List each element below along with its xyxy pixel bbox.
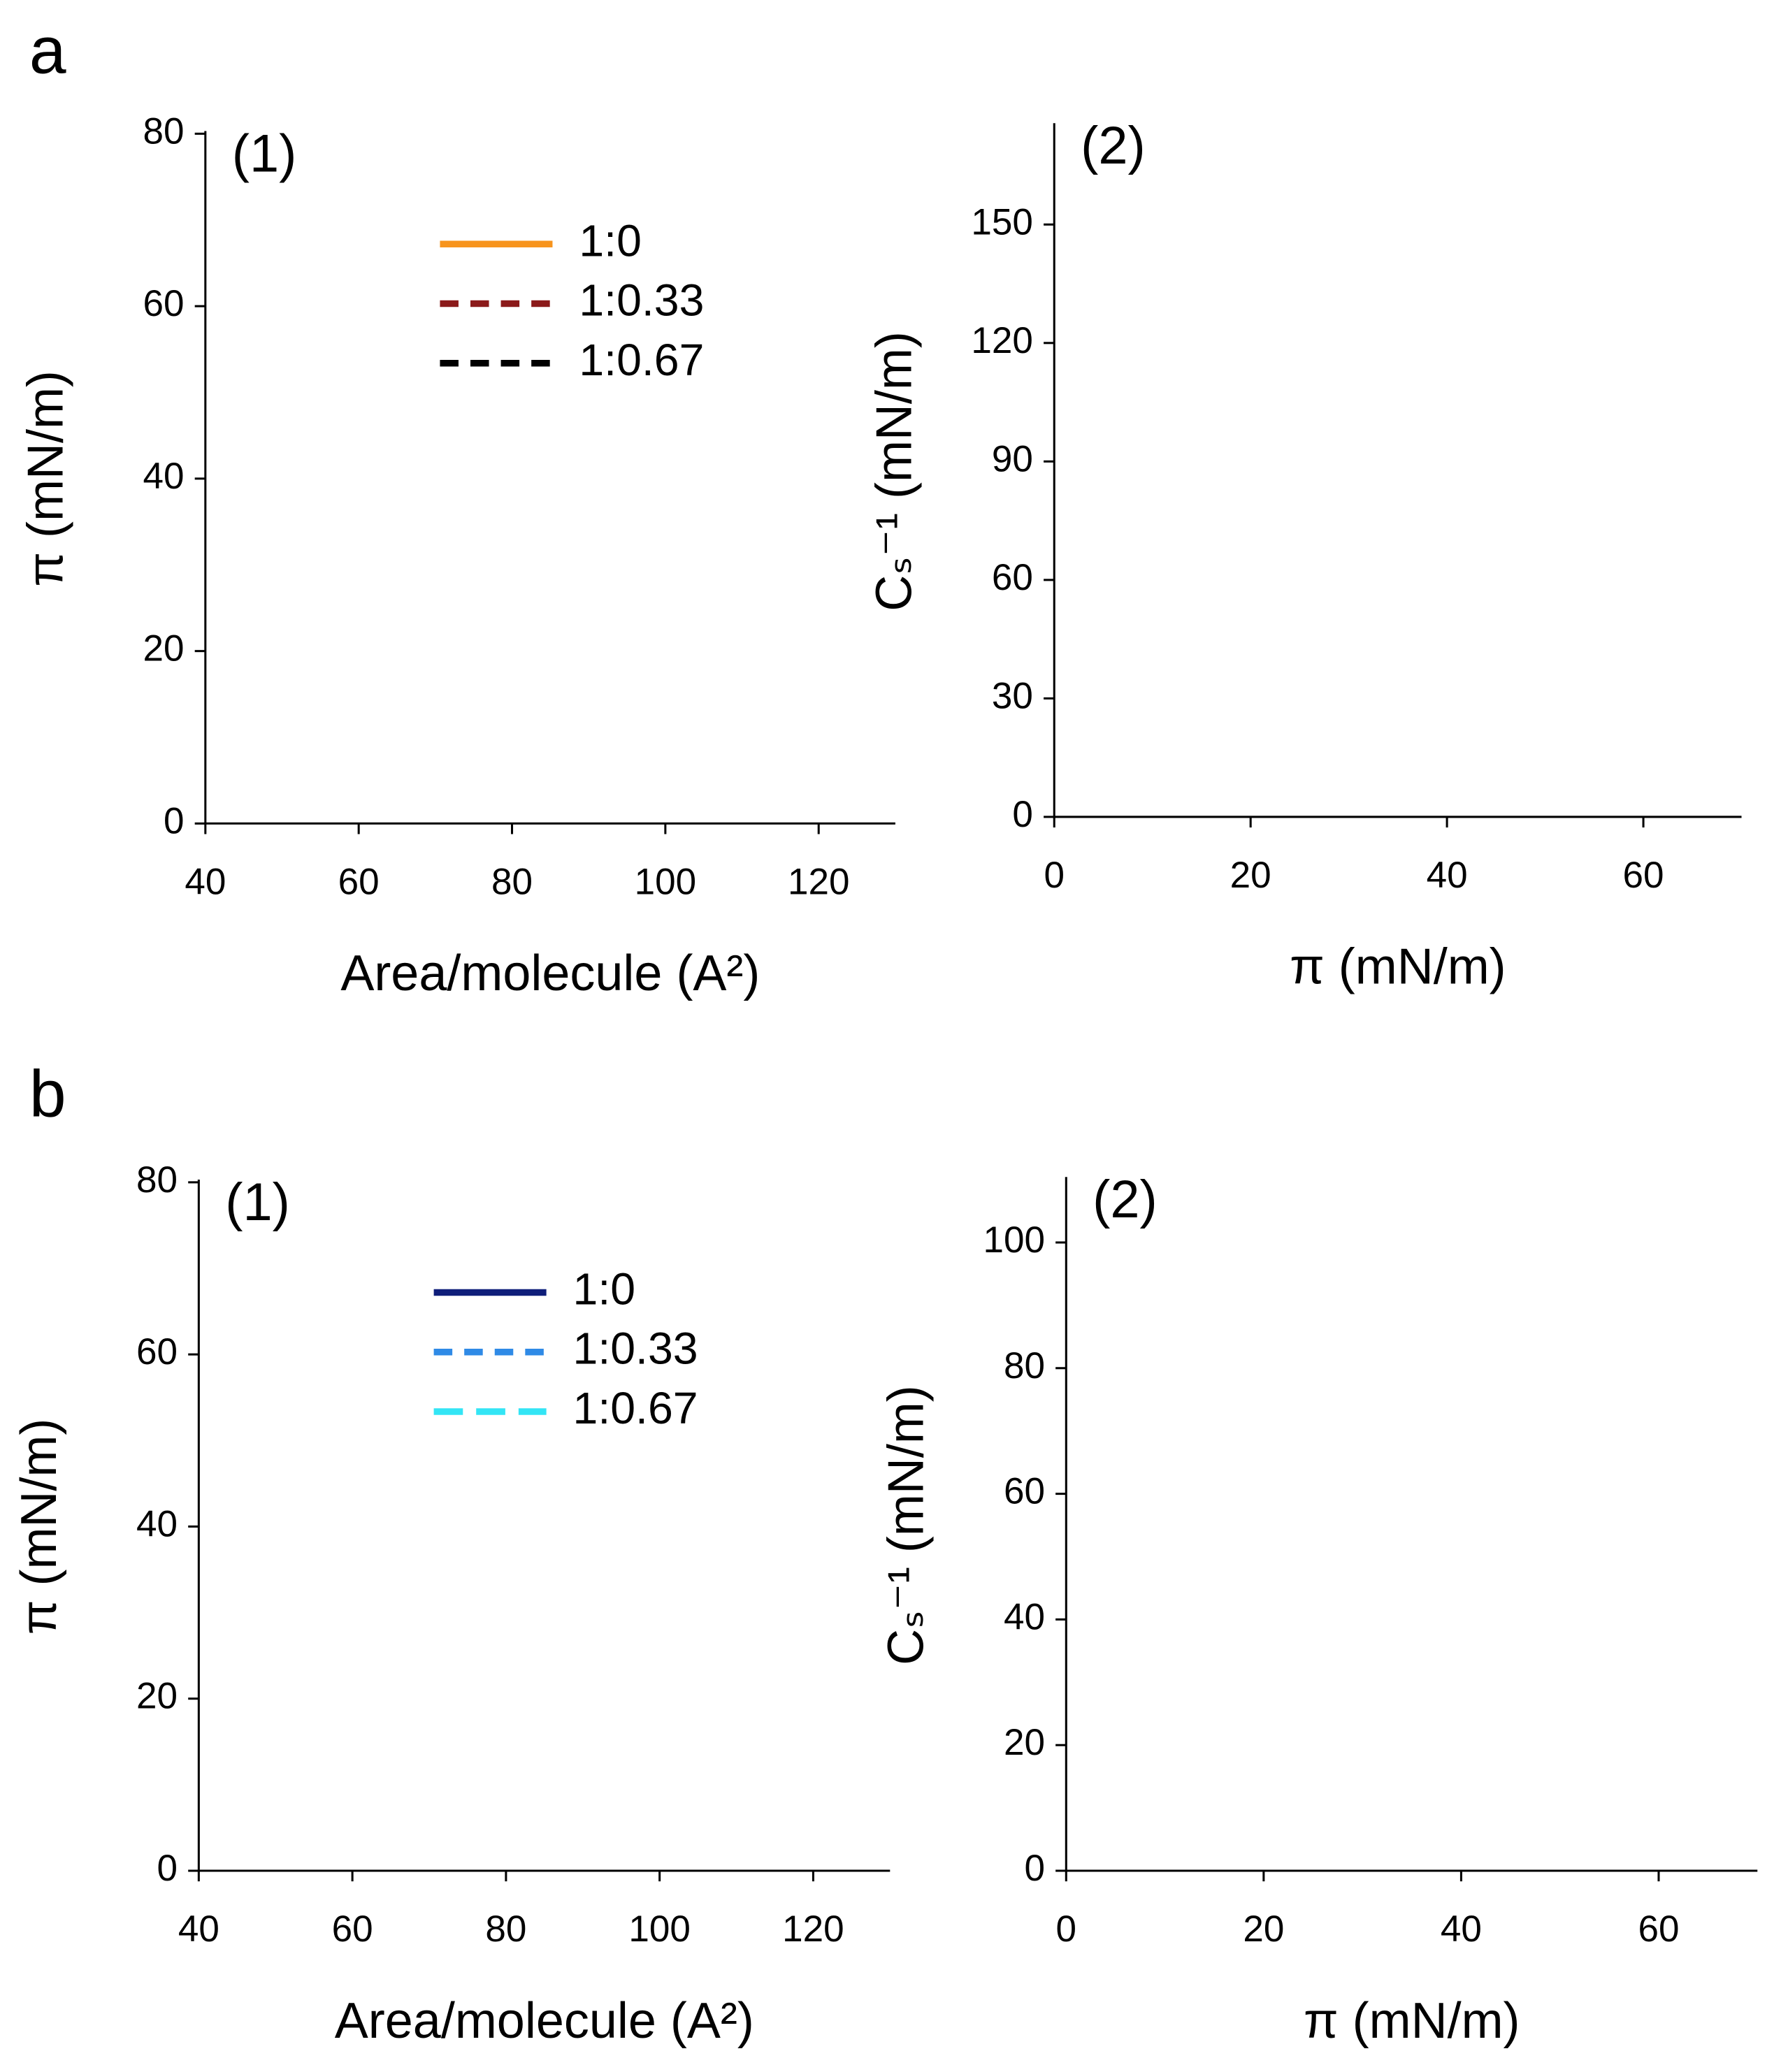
x-tick-label: 40: [1441, 1908, 1482, 1950]
x-tick-label: 40: [178, 1908, 219, 1950]
legend-label: 1:0.33: [573, 1324, 698, 1374]
y-tick-label: 80: [136, 1159, 178, 1201]
x-tick-label: 40: [185, 862, 226, 903]
x-tick-label: 40: [1427, 855, 1468, 896]
x-tick-label: 60: [332, 1908, 373, 1950]
legend-label: 1:0: [573, 1263, 636, 1314]
x-tick-label: 80: [485, 1908, 526, 1950]
y-tick-label: 30: [992, 675, 1033, 716]
y-tick-label: 0: [1024, 1848, 1045, 1889]
y-axis-label: Cₛ⁻¹ (mN/m): [867, 331, 923, 611]
x-axis-label: π (mN/m): [1290, 939, 1506, 995]
x-tick-label: 120: [782, 1908, 844, 1950]
x-tick-label: 60: [1623, 855, 1664, 896]
y-tick-label: 60: [136, 1331, 178, 1372]
y-tick-label: 0: [1012, 794, 1032, 835]
x-tick-label: 20: [1243, 1908, 1284, 1950]
y-tick-label: 80: [143, 110, 185, 152]
y-tick-label: 100: [983, 1219, 1044, 1261]
x-tick-label: 80: [491, 862, 533, 903]
y-tick-label: 0: [164, 800, 185, 841]
y-axis-label: π (mN/m): [17, 370, 73, 587]
panel-label: b: [29, 1057, 66, 1131]
annotation: (1): [232, 124, 297, 183]
legend-label: 1:0.33: [579, 275, 704, 326]
y-tick-label: 40: [136, 1503, 178, 1544]
y-tick-label: 20: [143, 628, 185, 669]
legend-label: 1:0: [579, 215, 642, 266]
x-tick-label: 120: [788, 862, 849, 903]
x-tick-label: 20: [1230, 855, 1271, 896]
x-axis-label: Area/molecule (A²): [335, 1993, 754, 2049]
x-tick-label: 0: [1044, 855, 1065, 896]
y-tick-label: 40: [143, 456, 185, 497]
annotation: (1): [225, 1173, 290, 1232]
y-tick-label: 20: [136, 1676, 178, 1717]
y-tick-label: 0: [157, 1848, 178, 1889]
y-tick-label: 80: [1004, 1345, 1045, 1386]
x-tick-label: 100: [635, 862, 696, 903]
x-axis-label: Area/molecule (A²): [340, 946, 760, 1001]
panel-label: a: [29, 14, 66, 88]
legend-label: 1:0.67: [573, 1383, 698, 1433]
x-tick-label: 100: [628, 1908, 690, 1950]
y-tick-label: 60: [992, 557, 1033, 598]
x-tick-label: 0: [1056, 1908, 1077, 1950]
y-tick-label: 20: [1004, 1722, 1045, 1763]
y-tick-label: 90: [992, 438, 1033, 479]
y-tick-label: 60: [1004, 1471, 1045, 1512]
y-tick-label: 150: [971, 201, 1032, 242]
y-tick-label: 40: [1004, 1596, 1045, 1637]
y-axis-label: π (mN/m): [11, 1419, 67, 1635]
x-axis-label: π (mN/m): [1304, 1993, 1520, 2049]
x-tick-label: 60: [1638, 1908, 1679, 1950]
y-tick-label: 120: [971, 320, 1032, 361]
annotation: (2): [1093, 1170, 1158, 1229]
legend-label: 1:0.67: [579, 335, 704, 385]
y-axis-label: Cₛ⁻¹ (mN/m): [879, 1385, 935, 1665]
y-tick-label: 60: [143, 283, 185, 324]
x-tick-label: 60: [338, 862, 380, 903]
annotation: (2): [1081, 116, 1146, 175]
